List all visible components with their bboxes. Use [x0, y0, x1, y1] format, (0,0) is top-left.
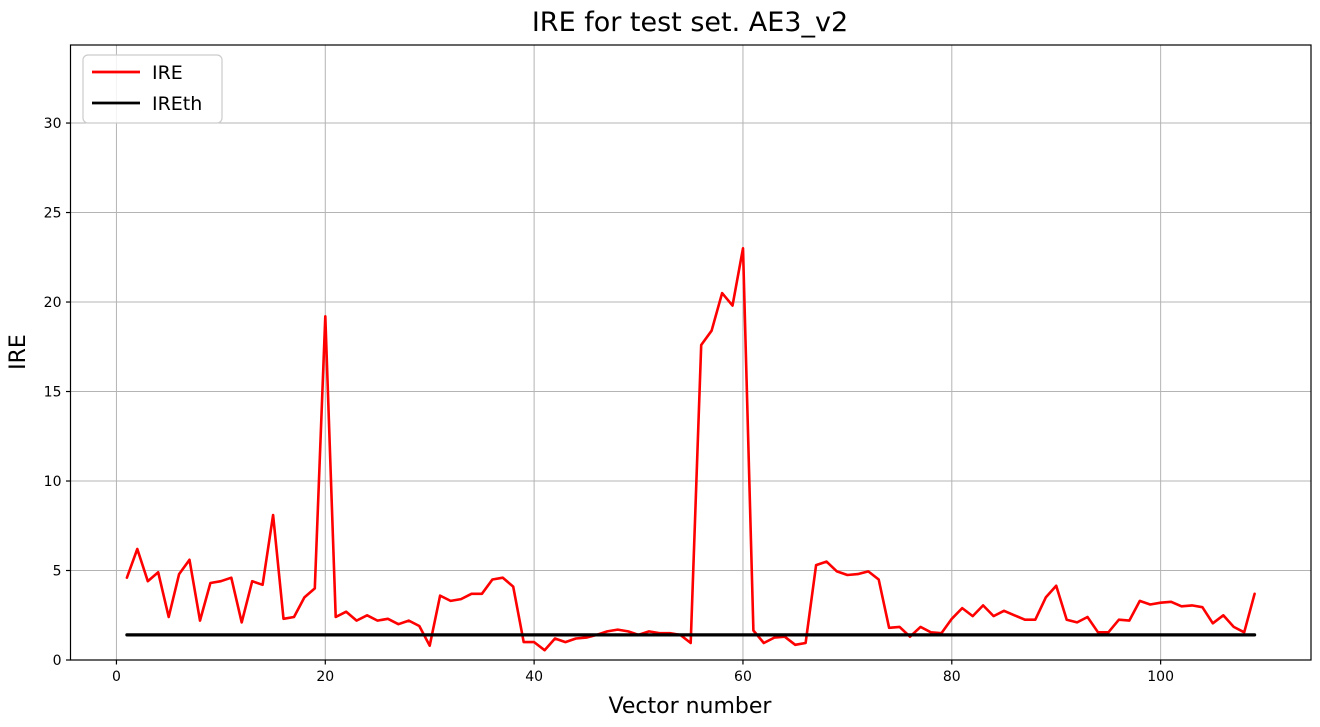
legend-label-ireth: IREth [152, 93, 202, 115]
x-axis-label: Vector number [609, 694, 773, 719]
legend: IRE IREth [82, 54, 223, 124]
series-lines [125, 247, 1257, 652]
y-tick-label: 25 [44, 206, 62, 222]
x-tick-label: 80 [943, 669, 961, 685]
x-tick-label: 100 [1147, 669, 1174, 685]
x-tick-label: 0 [112, 669, 121, 685]
x-tick-label: 20 [316, 669, 334, 685]
legend-label-ire: IRE [152, 62, 183, 84]
x-tick-label: 40 [525, 669, 543, 685]
plot-border [69, 44, 1312, 661]
y-tick-label: 20 [44, 295, 62, 311]
x-tick-label: 60 [734, 669, 752, 685]
y-tick-label: 30 [44, 116, 62, 132]
grid-lines [70, 45, 1311, 661]
series-line-ire [125, 247, 1256, 652]
y-tick-label: 5 [53, 564, 62, 580]
chart-title: IRE for test set. AE3_v2 [532, 7, 848, 38]
y-axis-label: IRE [6, 334, 31, 370]
y-tick-label: 10 [44, 474, 62, 490]
y-tick-label: 15 [44, 385, 62, 401]
axis-ticks: 0 20 40 60 80 100 0 5 10 15 20 25 30 [44, 116, 1174, 685]
y-tick-label: 0 [53, 653, 62, 669]
